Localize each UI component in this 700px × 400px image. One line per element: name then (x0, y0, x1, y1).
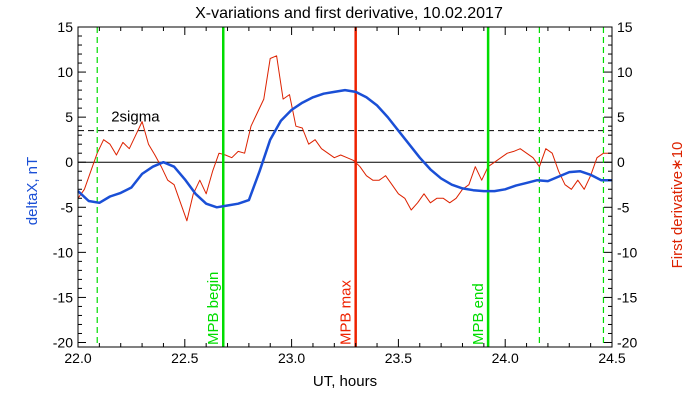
y-tick-label-left: 0 (65, 154, 73, 170)
chart-title: X-variations and first derivative, 10.02… (195, 5, 503, 22)
y-tick-label-left: -5 (61, 199, 74, 215)
y-tick-label-left: 5 (65, 109, 73, 125)
y-tick-label-right: -15 (617, 289, 637, 305)
x-tick-label: 22.5 (171, 350, 198, 366)
y-tick-label-right: -5 (617, 199, 630, 215)
x-tick-label: 24.5 (598, 350, 625, 366)
series-derivative-line (77, 55, 612, 222)
x-tick-label: 22.0 (64, 350, 91, 366)
x-axis-title: UT, hours (313, 373, 377, 390)
marker-label-3: MPB end (470, 283, 487, 345)
y-tick-label-right: 5 (617, 109, 625, 125)
y-tick-label-right: 0 (617, 154, 625, 170)
y-tick-label-left: 15 (57, 19, 73, 35)
x-tick-label: 23.0 (278, 350, 305, 366)
threshold-label: 2sigma (111, 109, 160, 126)
x-tick-label: 24.0 (492, 350, 519, 366)
y-axis-left-title: deltaX, nT (24, 157, 41, 225)
plot-frame (77, 26, 613, 348)
y-tick-label-right: -10 (617, 244, 637, 260)
y-tick-label-right: 15 (617, 19, 633, 35)
marker-label-2: MPB max (338, 279, 355, 345)
series-deltax-line (77, 88, 612, 209)
y-tick-label-left: -15 (53, 289, 73, 305)
y-tick-label-left: -20 (53, 334, 73, 350)
y-tick-label-left: 10 (57, 64, 73, 80)
y-axis-right-title: First derivative∗10 (669, 142, 686, 269)
y-tick-label-right: -20 (617, 334, 637, 350)
x-tick-label: 23.5 (385, 350, 412, 366)
y-tick-label-right: 10 (617, 64, 633, 80)
marker-label-1: MPB begin (205, 272, 222, 345)
axis-ticks: 22.0 22.5 23.0 23.5 24.0 24.5 15 15 10 10 5 5 0 0 -5 -5… (53, 19, 638, 366)
y-tick-label-left: -10 (53, 244, 73, 260)
plot-area: 2sigma MPB begin MPB max MPB end (77, 27, 612, 347)
